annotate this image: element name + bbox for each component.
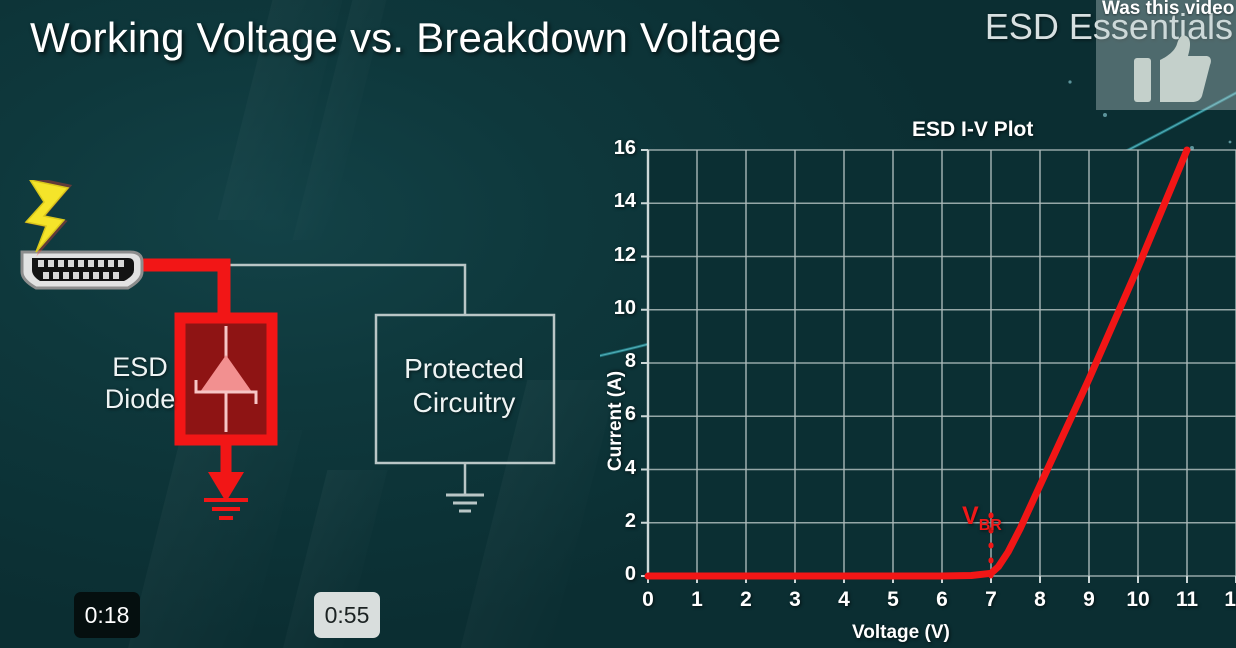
protected-circuitry-label: Protected Circuitry [378,352,550,420]
total-time-badge[interactable]: 0:55 [314,592,380,638]
video-survey-overlay[interactable]: Was this video [1096,0,1236,110]
x-tick-label: 5 [887,588,899,611]
page-title: Working Voltage vs. Breakdown Voltage [30,14,782,61]
x-tick-label: 4 [838,588,850,611]
y-tick-label: 14 [613,190,636,213]
signal-trace [228,263,467,315]
x-tick-label: 10 [1126,588,1150,611]
esd-diode-label-line1: ESD [112,352,168,382]
x-tick-label: 7 [985,588,997,611]
y-tick-label: 10 [613,296,636,319]
esd-trace [140,258,231,320]
x-tick-label: 0 [642,588,654,611]
y-tick-label: 16 [613,137,636,159]
chart-x-axis-label: Voltage (V) [852,622,950,643]
protected-ground-symbol-icon [446,493,484,513]
y-tick-label: 2 [624,509,636,532]
esd-diode-label-line2: Diode [104,383,176,414]
x-tick-label: 8 [1034,588,1046,611]
zener-bar-icon [194,380,258,404]
chart-plot-area [641,146,1236,583]
vbr-subscript: BR [978,517,1002,534]
y-tick-label: 6 [624,403,636,426]
vbr-label: V [962,502,979,530]
x-tick-label: 9 [1083,588,1095,611]
x-tick-label: 2 [740,588,752,611]
y-tick-label: 0 [624,563,636,585]
breakdown-voltage-annotation: VBR [962,502,1002,535]
esd-iv-chart: ESD I-V Plot Current (A) Voltage (V) VBR… [580,110,1236,648]
brand-title: ESD Essentials [984,6,1233,47]
survey-prompt: Was this video [1102,0,1235,19]
ground-symbol-icon [204,498,248,520]
protected-label-line1: Protected [404,353,524,384]
lightning-bolt-icon [24,180,73,257]
thumbs-up-icon[interactable] [1134,34,1212,106]
chart-title: ESD I-V Plot [912,118,1034,141]
x-tick-label: 12 [1224,588,1236,611]
x-tick-label: 6 [936,588,948,611]
series-line [644,146,1191,580]
x-tick-label: 11 [1175,588,1199,611]
zener-triangle-icon [200,355,252,392]
elapsed-time-badge[interactable]: 0:18 [74,592,140,638]
protected-label-line2: Circuitry [412,387,516,419]
x-tick-label: 1 [691,588,703,611]
y-tick-label: 8 [624,350,636,372]
x-tick-label: 3 [789,588,801,611]
y-tick-label: 4 [624,456,636,479]
y-tick-label: 12 [613,243,636,266]
current-arrow-icon [208,472,244,502]
circuit-diagram [20,180,556,520]
esd-diode-label: ESD Diode [88,352,192,416]
hdmi-connector-icon [20,250,144,290]
